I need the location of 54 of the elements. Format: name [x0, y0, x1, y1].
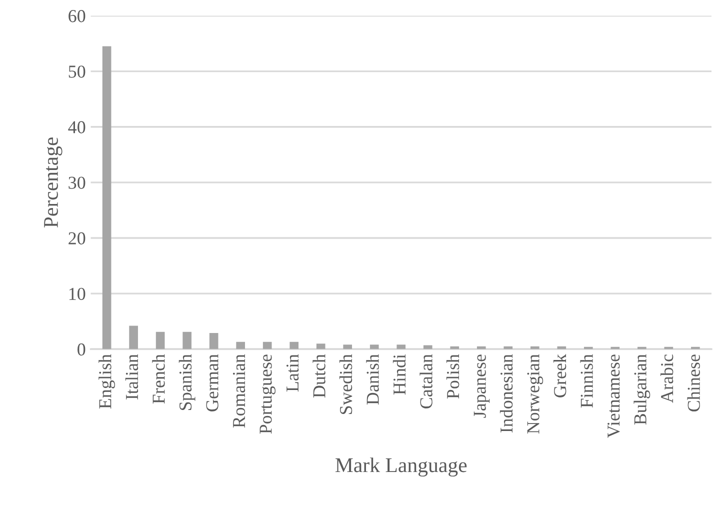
x-tick-label: Dutch: [312, 354, 326, 398]
x-tick-label: Hindi: [392, 354, 406, 395]
bar: [290, 342, 299, 350]
bar: [370, 344, 379, 350]
x-tick-label: Swedish: [339, 354, 352, 414]
bar: [557, 346, 566, 350]
x-tick-label: Danish: [366, 354, 379, 405]
x-tick-label: Polish: [446, 354, 460, 399]
bar: [236, 342, 245, 350]
bar: [156, 332, 165, 350]
x-axis-title: Mark Language: [335, 458, 467, 477]
x-tick-label: Catalan: [420, 354, 432, 408]
bar: [504, 346, 513, 350]
y-tick-label: 40: [68, 121, 86, 134]
x-tick-label: Finnish: [580, 354, 593, 408]
x-tick-label: Japanese: [474, 354, 490, 418]
bar: [691, 346, 700, 350]
x-tick-label: Arabic: [660, 354, 674, 403]
y-axis-title: Percentage: [44, 137, 62, 228]
y-tick-label: 50: [68, 66, 86, 78]
bar: [209, 333, 218, 350]
x-tick-label: Norwegian: [527, 354, 544, 434]
x-tick-label: Romanian: [232, 354, 246, 428]
x-tick-label: Latin: [286, 354, 299, 392]
bar: [610, 346, 620, 350]
y-tick-label: 10: [69, 288, 86, 300]
x-tick-label: Portuguese: [260, 354, 276, 434]
bar: [262, 342, 272, 350]
y-tick-label: 0: [78, 343, 86, 356]
x-tick-label: Chinese: [687, 354, 700, 412]
y-tick-label: 20: [68, 232, 86, 244]
bar: [316, 344, 326, 350]
y-tick-label: 60: [68, 10, 86, 22]
x-tick-label: Italian: [125, 354, 138, 400]
x-tick-label: Spanish: [178, 354, 196, 410]
bar: [450, 346, 460, 350]
bar: [343, 344, 352, 350]
bar: [182, 332, 192, 350]
bar: [638, 346, 646, 350]
y-tick-label: 30: [68, 176, 86, 189]
x-tick-label: Greek: [553, 354, 566, 398]
x-tick-label: English: [98, 354, 116, 409]
x-tick-label: German: [206, 354, 218, 412]
bar: [530, 346, 540, 350]
bar: [102, 46, 112, 350]
x-tick-label: Indonesian: [500, 354, 513, 433]
bar: [396, 344, 406, 350]
x-tick-label: Vietnamese: [608, 354, 620, 438]
bar: [476, 346, 486, 350]
x-tick-label: Bulgarian: [634, 354, 650, 425]
bar: [129, 326, 138, 350]
bar: [584, 346, 593, 350]
x-tick-label: French: [152, 354, 165, 404]
bar: [423, 345, 432, 350]
